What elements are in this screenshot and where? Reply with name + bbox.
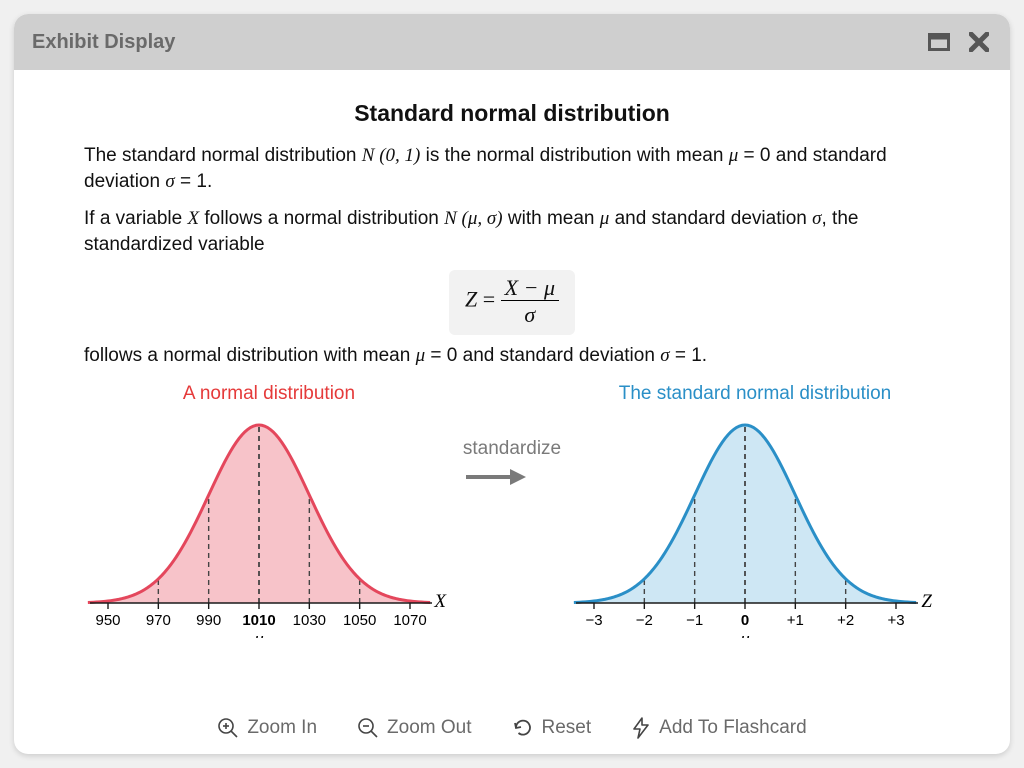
text: follows a normal distribution with mean [84,345,416,366]
chart-right-block: The standard normal distribution −3 −2 −1 0… [570,381,940,639]
text: = 1. [175,171,213,192]
svg-text:μ: μ [253,629,264,638]
svg-text:−1: −1 [686,612,703,629]
paragraph-3: follows a normal distribution with mean … [84,343,940,369]
standardize-label: standardize [454,436,570,462]
svg-text:+2: +2 [837,612,854,629]
svg-text:990: 990 [196,612,221,629]
zoom-out-button[interactable]: Zoom Out [357,717,471,739]
text-eq: = [477,286,500,311]
svg-text:970: 970 [146,612,171,629]
add-flashcard-label: Add To Flashcard [659,717,807,739]
text: If a variable [84,208,188,229]
arrow-right-icon [454,465,534,489]
text: = 1. [670,345,708,366]
symbol-x: X [188,208,200,229]
exhibit-window: Exhibit Display Standard normal distribu… [14,14,1010,754]
fraction-numerator: X − μ [501,276,559,301]
titlebar: Exhibit Display [14,14,1010,70]
page-title: Standard normal distribution [84,98,940,129]
lightning-icon [631,717,651,739]
svg-text:+3: +3 [887,612,904,629]
chart-right: −3 −2 −1 0 +1 +2 +3 Zμ [570,408,940,638]
svg-text:0: 0 [741,612,749,629]
symbol-mu: μ [600,208,610,229]
text: = 0 and standard deviation [425,345,660,366]
svg-text:−3: −3 [585,612,602,629]
zoom-out-icon [357,717,379,739]
fraction: X − μσ [501,276,559,327]
symbol-mu: μ [416,345,426,366]
symbol-sigma: σ [165,171,174,192]
svg-text:950: 950 [95,612,120,629]
chart-right-title: The standard normal distribution [570,381,940,407]
charts-row: A normal distribution 950 970 990 1010 1030 1… [84,381,940,639]
content-area: Standard normal distribution The standar… [14,70,1010,702]
symbol-sigma: σ [660,345,669,366]
zoom-in-label: Zoom In [247,717,317,739]
text: The standard normal distribution [84,145,362,166]
fraction-denom: σ [501,301,559,327]
svg-text:X: X [433,591,447,612]
close-button[interactable] [966,29,992,55]
symbol-mu: μ [729,145,739,166]
paragraph-2: If a variable X follows a normal distrib… [84,206,940,257]
zoom-out-label: Zoom Out [387,717,471,739]
svg-text:μ: μ [739,629,750,638]
text: is the normal distribution with mean [420,145,728,166]
reset-label: Reset [542,717,592,739]
svg-text:+1: +1 [787,612,804,629]
chart-left-block: A normal distribution 950 970 990 1010 1030 1… [84,381,454,639]
svg-text:1050: 1050 [343,612,376,629]
text-n01: N (0, 1) [362,145,421,166]
zoom-in-button[interactable]: Zoom In [217,717,317,739]
text-nms: N (μ, σ) [444,208,502,229]
window-title: Exhibit Display [32,31,912,54]
svg-text:−2: −2 [636,612,653,629]
svg-text:1010: 1010 [242,612,275,629]
chart-left: 950 970 990 1010 1030 1050 1070 Xμ [84,408,454,638]
text: with mean [503,208,600,229]
toolbar: Zoom In Zoom Out Reset Add To Flashcard [14,702,1010,754]
svg-text:1070: 1070 [393,612,426,629]
svg-text:1030: 1030 [293,612,326,629]
paragraph-1: The standard normal distribution N (0, 1… [84,143,940,194]
svg-text:Z: Z [921,591,932,612]
text: and standard deviation [609,208,812,229]
maximize-button[interactable] [926,29,952,55]
text: follows a normal distribution [199,208,444,229]
reset-icon [512,717,534,739]
standardize-label-block: standardize [454,436,570,490]
add-flashcard-button[interactable]: Add To Flashcard [631,717,807,739]
zoom-in-icon [217,717,239,739]
reset-button[interactable]: Reset [512,717,592,739]
close-icon [969,32,989,52]
formula-z-standardize: Z = X − μσ [449,270,575,335]
maximize-icon [928,33,950,51]
chart-left-title: A normal distribution [84,381,454,407]
symbol-z: Z [465,286,477,311]
